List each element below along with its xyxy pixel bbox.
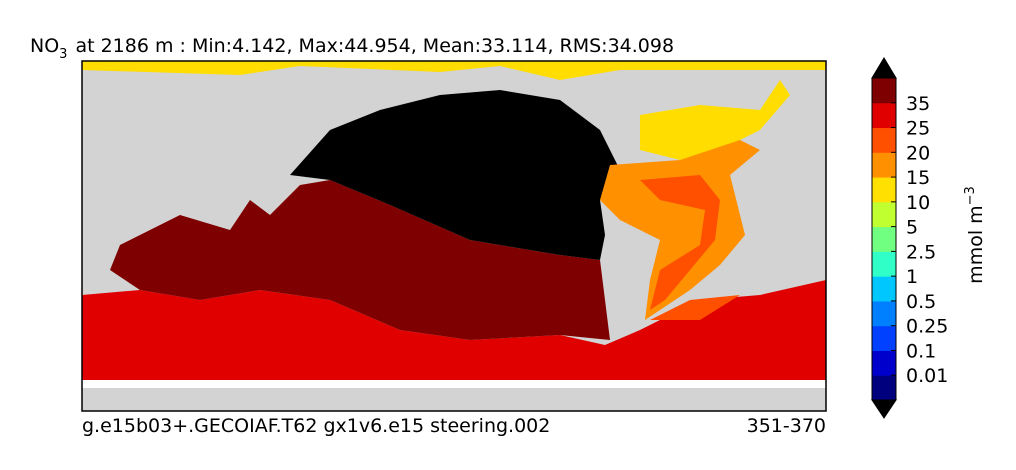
indo-pacific xyxy=(110,180,610,340)
arctic-ocean xyxy=(82,61,826,80)
colorbar-extend-top xyxy=(871,57,897,79)
footer-right: 351-370 xyxy=(747,415,826,437)
colorbar-tick-label: 10 xyxy=(906,192,930,214)
colorbar-tick-label: 5 xyxy=(906,217,918,239)
colorbar-segment xyxy=(872,375,896,401)
colorbar-segment xyxy=(872,350,896,376)
atlantic xyxy=(600,140,760,320)
title-species: NO xyxy=(30,35,59,57)
colorbar-segment xyxy=(872,177,896,203)
subpolar-atlantic xyxy=(640,80,790,160)
colorbar-tick-label: 20 xyxy=(906,142,930,164)
colorbar-tick-label: 15 xyxy=(906,167,930,189)
title-subscript: 3 xyxy=(59,47,67,62)
colorbar-segment xyxy=(872,102,896,129)
colorbar-label: mmol m−3 xyxy=(963,186,987,284)
colorbar-extend-bottom xyxy=(871,399,897,419)
colorbar-tick-label: 0.25 xyxy=(906,316,948,338)
colorbar-frame xyxy=(871,77,897,401)
atlantic-core xyxy=(640,175,720,310)
colorbar-tick-label: 1 xyxy=(906,266,918,288)
antarctica xyxy=(82,388,826,411)
colorbar-label-superscript: −3 xyxy=(963,186,978,205)
southern-ocean xyxy=(82,280,826,380)
colorbar-segment xyxy=(872,201,896,228)
colorbar-tick-label: 0.01 xyxy=(906,365,948,387)
colorbar-tick-label: 0.1 xyxy=(906,340,936,362)
colorbar-segment xyxy=(872,251,896,277)
colorbar-tick-label: 35 xyxy=(906,93,930,115)
colorbar-tick-label: 0.5 xyxy=(906,291,936,313)
colorbar-tick-label: 25 xyxy=(906,118,930,140)
north-pacific xyxy=(290,90,620,260)
colorbar-segment xyxy=(872,325,896,351)
map xyxy=(81,60,827,412)
colorbar-segment xyxy=(872,276,896,302)
title: NO3 at 2186 m : Min:4.142, Max:44.954, Me… xyxy=(30,35,674,62)
map-frame xyxy=(81,60,827,412)
colorbar-segment xyxy=(872,300,896,327)
footer-left: g.e15b03+.GECOIAF.T62 gx1v6.e15 steering… xyxy=(82,415,550,437)
colorbar-label-text: mmol m xyxy=(965,205,987,283)
south-atlantic xyxy=(650,295,740,320)
colorbar-segment xyxy=(872,226,896,252)
colorbar-segment xyxy=(872,78,896,104)
colorbar-segment xyxy=(872,127,896,153)
title-text: at 2186 m : Min:4.142, Max:44.954, Mean:… xyxy=(75,35,674,57)
colorbar-segment xyxy=(872,152,896,178)
colorbar-tick-label: 2.5 xyxy=(906,241,936,263)
